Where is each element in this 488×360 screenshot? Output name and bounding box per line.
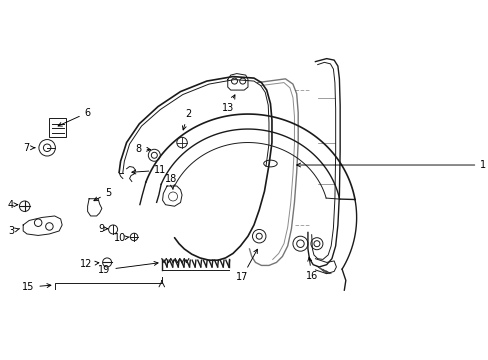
- Text: 17: 17: [235, 249, 257, 282]
- Text: 7: 7: [23, 143, 35, 153]
- Text: 2: 2: [182, 109, 191, 130]
- Text: 6: 6: [58, 108, 91, 126]
- Text: 5: 5: [94, 188, 112, 201]
- Text: 19: 19: [98, 261, 158, 275]
- Bar: [49, 118, 66, 137]
- Text: 1: 1: [296, 160, 486, 170]
- Text: 14: 14: [0, 359, 1, 360]
- Text: 18: 18: [165, 174, 177, 189]
- Text: 12: 12: [80, 259, 99, 269]
- Text: 16: 16: [305, 257, 317, 281]
- Text: 13: 13: [221, 95, 234, 113]
- Text: 8: 8: [135, 144, 150, 153]
- Text: 4: 4: [8, 200, 18, 210]
- Text: 10: 10: [114, 233, 129, 243]
- Text: 15: 15: [22, 282, 51, 292]
- Text: 3: 3: [8, 226, 20, 236]
- Text: 9: 9: [98, 224, 107, 234]
- Text: 11: 11: [132, 165, 166, 175]
